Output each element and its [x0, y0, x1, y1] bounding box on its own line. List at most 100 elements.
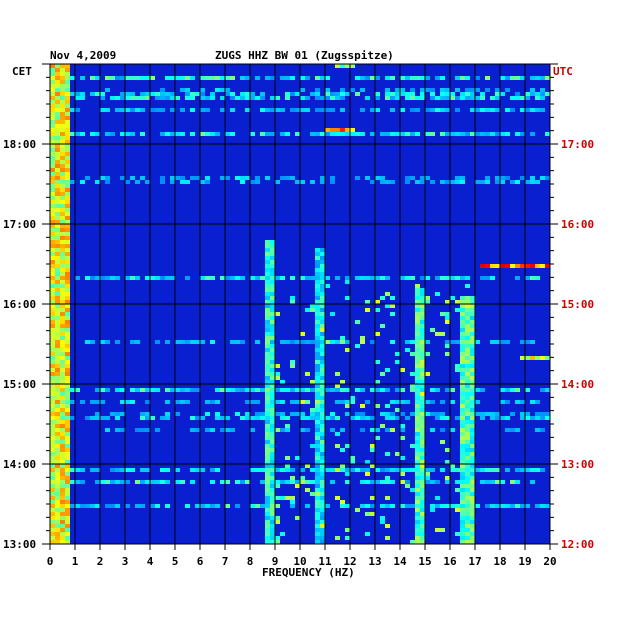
spectrogram-cell	[320, 320, 325, 324]
spectrogram-cell	[270, 324, 275, 328]
spectrogram-cell	[400, 132, 405, 136]
spectrogram-cell	[460, 520, 465, 524]
spectrogram-cell	[205, 132, 210, 136]
spectrogram-cell	[465, 424, 470, 428]
x-tick-label: 12	[343, 555, 356, 568]
spectrogram-cell	[270, 132, 275, 136]
spectrogram-cell	[65, 408, 70, 412]
spectrogram-cell	[240, 76, 245, 80]
spectrogram-cell	[315, 452, 320, 456]
spectrogram-cell	[295, 108, 300, 112]
spectrogram-cell	[140, 96, 145, 100]
spectrogram-cell	[380, 480, 385, 484]
spectrogram-cell	[265, 440, 270, 444]
spectrogram-cell	[265, 344, 270, 348]
spectrogram-cell	[480, 92, 485, 96]
spectrogram-cell	[65, 460, 70, 464]
spectrogram-cell	[55, 268, 60, 272]
x-tick-label: 4	[147, 555, 154, 568]
spectrogram-cell	[265, 376, 270, 380]
spectrogram-cell	[170, 96, 175, 100]
spectrogram-cell	[485, 76, 490, 80]
spectrogram-cell	[265, 388, 270, 392]
spectrogram-cell	[65, 248, 70, 252]
spectrogram-cell	[415, 312, 420, 316]
spectrogram-cell	[385, 292, 390, 296]
spectrogram-cell	[465, 540, 470, 544]
spectrogram-cell	[320, 344, 325, 348]
spectrogram-cell	[390, 108, 395, 112]
spectrogram-cell	[265, 76, 270, 80]
spectrogram-cell	[470, 440, 475, 444]
spectrogram-cell	[310, 308, 315, 312]
spectrogram-cell	[65, 296, 70, 300]
spectrogram-cell	[415, 340, 420, 344]
spectrogram-cell	[365, 460, 370, 464]
spectrogram-cell	[490, 340, 495, 344]
spectrogram-cell	[415, 396, 420, 400]
spectrogram-cell	[50, 168, 55, 172]
spectrogram-cell	[415, 520, 420, 524]
spectrogram-cell	[280, 496, 285, 500]
spectrogram-cell	[440, 468, 445, 472]
spectrogram-cell	[50, 300, 55, 304]
spectrogram-cell	[400, 456, 405, 460]
spectrogram-cell	[160, 96, 165, 100]
spectrogram-cell	[395, 416, 400, 420]
spectrogram-cell	[415, 392, 420, 396]
spectrogram-cell	[395, 352, 400, 356]
utc-tick-label: 16:00	[561, 218, 594, 231]
spectrogram-cell	[470, 92, 475, 96]
spectrogram-cell	[135, 504, 140, 508]
spectrogram-cell	[95, 388, 100, 392]
spectrogram-cell	[315, 332, 320, 336]
spectrogram-cell	[450, 340, 455, 344]
spectrogram-cell	[470, 108, 475, 112]
spectrogram-cell	[50, 380, 55, 384]
spectrogram-cell	[445, 132, 450, 136]
spectrogram-cell	[470, 404, 475, 408]
spectrogram-cell	[50, 192, 55, 196]
spectrogram-cell	[95, 180, 100, 184]
spectrogram-cell	[420, 356, 425, 360]
spectrogram-cell	[460, 96, 465, 100]
spectrogram-cell	[315, 304, 320, 308]
spectrogram-cell	[165, 412, 170, 416]
spectrogram-cell	[460, 388, 465, 392]
spectrogram-cell	[425, 412, 430, 416]
spectrogram-cell	[320, 416, 325, 420]
spectrogram-cell	[345, 132, 350, 136]
spectrogram-cell	[55, 416, 60, 420]
spectrogram-cell	[140, 108, 145, 112]
spectrogram-cell	[60, 180, 65, 184]
spectrogram-cell	[315, 384, 320, 388]
spectrogram-cell	[525, 412, 530, 416]
spectrogram-cell	[415, 300, 420, 304]
spectrogram-cell	[430, 180, 435, 184]
spectrogram-cell	[60, 420, 65, 424]
spectrogram-cell	[215, 388, 220, 392]
spectrogram-cell	[115, 388, 120, 392]
spectrogram-cell	[270, 476, 275, 480]
spectrogram-cell	[65, 96, 70, 100]
spectrogram-cell	[265, 424, 270, 428]
spectrogram-cell	[480, 468, 485, 472]
spectrogram-cell	[270, 432, 275, 436]
spectrogram-cell	[270, 364, 275, 368]
spectrogram-cell	[280, 340, 285, 344]
spectrogram-cell	[315, 424, 320, 428]
spectrogram-cell	[445, 88, 450, 92]
spectrogram-cell	[55, 408, 60, 412]
spectrogram-cell	[415, 384, 420, 388]
spectrogram-cell	[445, 96, 450, 100]
spectrogram-cell	[50, 184, 55, 188]
spectrogram-cell	[270, 444, 275, 448]
spectrogram-cell	[50, 480, 55, 484]
spectrogram-cell	[135, 180, 140, 184]
spectrogram-cell	[270, 448, 275, 452]
spectrogram-cell	[525, 92, 530, 96]
spectrogram-cell	[175, 132, 180, 136]
spectrogram-cell	[375, 108, 380, 112]
spectrogram-cell	[265, 488, 270, 492]
spectrogram-cell	[540, 428, 545, 432]
